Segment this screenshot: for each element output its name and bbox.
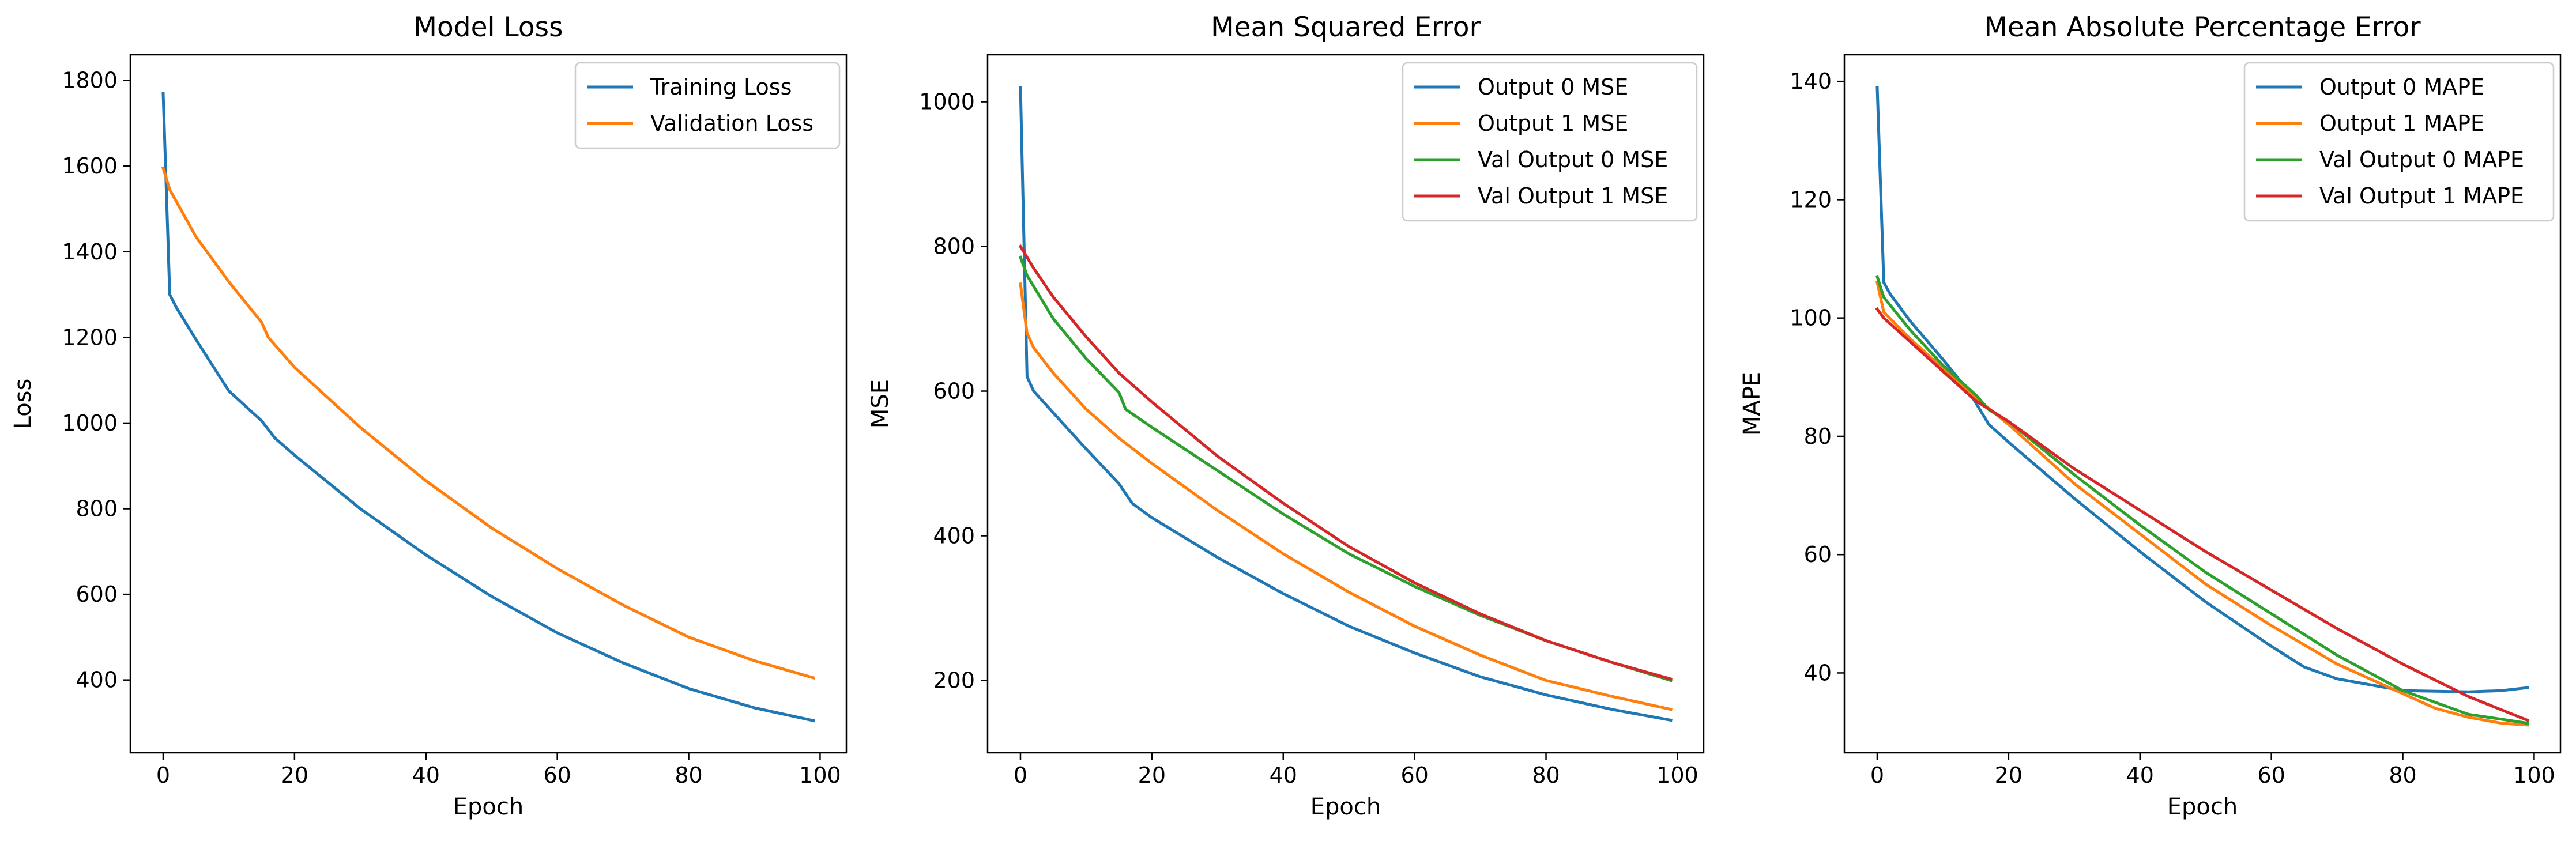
- legend-label-1: Validation Loss: [650, 111, 814, 136]
- x-tick-label: 20: [281, 763, 308, 788]
- axes-frame: [986, 54, 1705, 754]
- chart-panel-2: Mean Absolute Percentage Error 0 20 40 60 80 1…: [1739, 12, 2562, 820]
- chart-panel-1: Mean Squared Error 0 20 40 60 80 100 200 400 600 8…: [867, 12, 1705, 820]
- legend-label-0: Training Loss: [650, 74, 792, 100]
- y-tick-label: 80: [1804, 424, 1832, 449]
- series-line-1: [1019, 282, 1673, 711]
- y-axis-label: MSE: [867, 379, 894, 428]
- legend-label-1: Output 1 MSE: [1478, 111, 1628, 136]
- x-tick-label: 100: [799, 763, 841, 788]
- y-tick-label: 120: [1790, 187, 1832, 212]
- x-tick-label: 40: [2126, 763, 2154, 788]
- legend-label-3: Val Output 1 MSE: [1478, 183, 1668, 209]
- y-tick-label: 1400: [62, 239, 118, 265]
- x-tick-label: 40: [1270, 763, 1297, 788]
- x-tick-label: 60: [2257, 763, 2285, 788]
- x-tick-label: 40: [412, 763, 440, 788]
- legend-label-3: Val Output 1 MAPE: [2319, 183, 2524, 209]
- legend: Output 0 MAPE Output 1 MAPE Val Output 0 M…: [2243, 62, 2555, 222]
- y-tick-label: 60: [1804, 542, 1832, 567]
- legend-label-2: Val Output 0 MSE: [1478, 147, 1668, 172]
- series-line-0: [1019, 85, 1673, 722]
- series-line-3: [1875, 307, 2530, 722]
- legend-label-1: Output 1 MAPE: [2319, 111, 2484, 136]
- chart-title: Mean Absolute Percentage Error: [1984, 12, 2421, 43]
- x-tick-label: 60: [543, 763, 571, 788]
- legend-label-2: Val Output 0 MAPE: [2319, 147, 2524, 172]
- axes-frame: [129, 54, 848, 754]
- chart-title: Mean Squared Error: [1211, 12, 1481, 43]
- series-line-2: [1875, 274, 2529, 725]
- x-tick-label: 20: [1138, 763, 1166, 788]
- y-tick-label: 400: [933, 523, 975, 549]
- chart-panel-0: Model Loss 0 20 40 60 80 100 400 600 800 1000 1200 1…: [10, 12, 848, 820]
- y-tick-label: 800: [76, 496, 118, 522]
- y-tick-label: 1200: [62, 325, 118, 350]
- series-line-3: [1018, 244, 1673, 681]
- x-tick-label: 100: [2513, 763, 2555, 788]
- y-tick-label: 40: [1804, 660, 1832, 685]
- series-line-1: [161, 166, 816, 680]
- series-line-2: [1018, 255, 1673, 682]
- axes-frame: [1843, 54, 2562, 754]
- series-line-1: [1875, 281, 2529, 727]
- y-tick-label: 1000: [919, 89, 975, 115]
- x-tick-label: 80: [2389, 763, 2416, 788]
- legend-box: [2243, 62, 2555, 222]
- x-tick-label: 0: [156, 763, 170, 788]
- y-tick-label: 100: [1790, 305, 1832, 331]
- y-tick-label: 600: [76, 582, 118, 607]
- legend: Output 0 MSE Output 1 MSE Val Output 0 MSE…: [1402, 62, 1698, 222]
- series-line-0: [161, 92, 815, 723]
- x-tick-label: 100: [1656, 763, 1698, 788]
- x-tick-label: 0: [1014, 763, 1027, 788]
- y-tick-label: 140: [1790, 69, 1832, 94]
- x-tick-label: 0: [1870, 763, 1884, 788]
- x-tick-label: 60: [1400, 763, 1428, 788]
- x-tick-label: 20: [1995, 763, 2023, 788]
- legend-box: [1402, 62, 1698, 222]
- y-axis-label: MAPE: [1739, 372, 1765, 436]
- y-tick-label: 400: [76, 667, 118, 693]
- legend: Training Loss Validation Loss: [574, 62, 841, 149]
- x-axis-label: Epoch: [1310, 794, 1381, 820]
- y-tick-label: 800: [933, 234, 975, 259]
- y-tick-label: 1600: [62, 153, 118, 179]
- chart-title: Model Loss: [413, 12, 563, 43]
- y-tick-label: 1800: [62, 68, 118, 93]
- legend-label-0: Output 0 MAPE: [2319, 74, 2484, 100]
- x-tick-label: 80: [1532, 763, 1560, 788]
- y-tick-label: 200: [933, 668, 975, 693]
- y-axis-label: Loss: [10, 379, 36, 429]
- legend-box: [574, 62, 841, 149]
- series-line-0: [1875, 85, 2529, 693]
- y-tick-label: 1000: [62, 410, 118, 436]
- x-axis-label: Epoch: [453, 794, 524, 820]
- y-tick-label: 600: [933, 379, 975, 404]
- legend-label-0: Output 0 MSE: [1478, 74, 1628, 100]
- x-tick-label: 80: [675, 763, 702, 788]
- x-axis-label: Epoch: [2167, 794, 2238, 820]
